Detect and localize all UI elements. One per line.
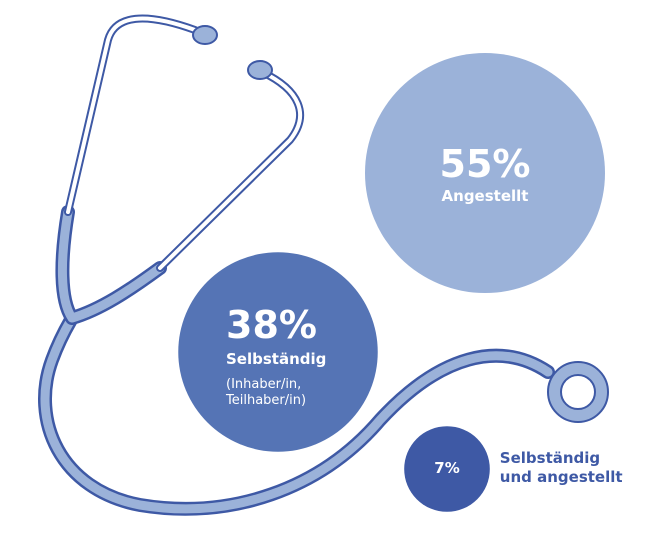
note: (Inhaber/in, Teilhaber/in)	[226, 377, 307, 409]
bubble	[365, 53, 605, 293]
category-label: Selbständig	[226, 350, 327, 368]
value-label: 7%	[434, 459, 460, 477]
value-label: 38%	[226, 303, 317, 347]
category-label: Selbständig und angestellt	[499, 449, 623, 486]
stethoscope	[38, 14, 609, 516]
bubble	[404, 426, 490, 512]
bubble	[178, 252, 378, 452]
value-label: 55%	[439, 142, 531, 186]
category-label: Angestellt	[441, 187, 529, 205]
